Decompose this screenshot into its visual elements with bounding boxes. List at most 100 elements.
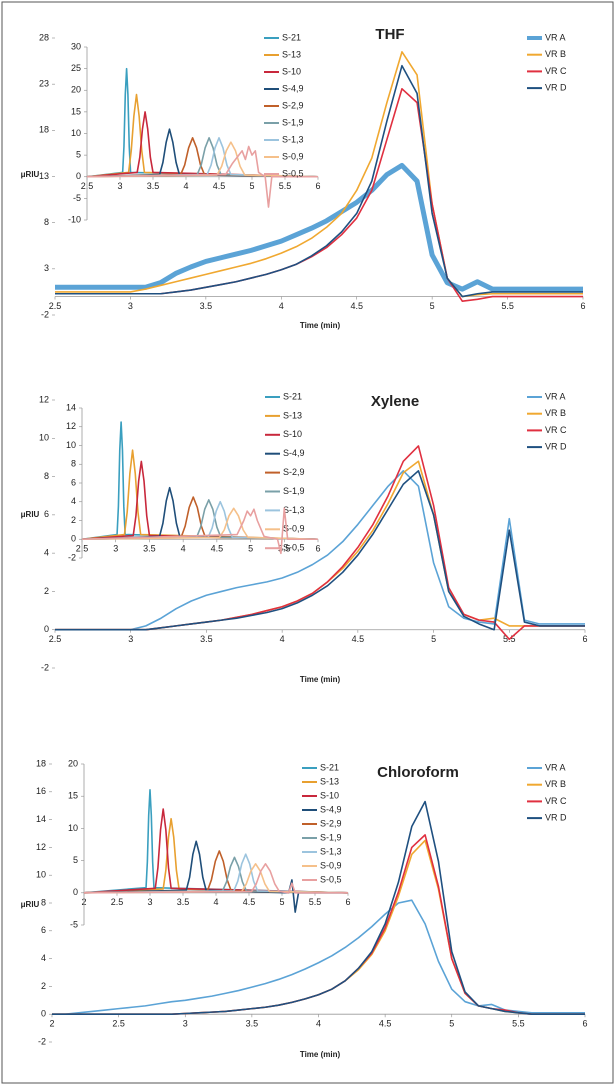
y-tick-label: 15 [71, 106, 81, 116]
series-line [81, 421, 319, 541]
x-tick-label: 4 [279, 301, 284, 311]
x-tick-label: 6 [580, 301, 585, 311]
series-line [83, 808, 349, 894]
series-line [86, 93, 319, 178]
legend-label: S-1,9 [283, 486, 305, 496]
y-tick-label: -10 [68, 214, 81, 224]
y-tick-label: 12 [39, 394, 49, 404]
x-tick-label: 5 [248, 544, 253, 554]
x-tick-label: 5.5 [501, 301, 514, 311]
series-line [86, 111, 319, 178]
series-line [83, 788, 349, 894]
x-tick-label: 4 [181, 544, 186, 554]
x-tick-label: 6 [315, 544, 320, 554]
y-tick-label: 0 [41, 1009, 46, 1019]
x-tick-label: 5.5 [278, 544, 291, 554]
x-tick-label: 4 [280, 634, 285, 644]
y-tick-label: 4 [71, 496, 76, 506]
y-tick-label: 14 [36, 814, 46, 824]
y-tick-label: 6 [44, 509, 49, 519]
x-tick-label: 3.5 [200, 634, 213, 644]
series-line [81, 486, 319, 541]
y-tick-label: 2 [44, 586, 49, 596]
legend-label: VR C [545, 425, 567, 435]
x-tick-label: 3.5 [147, 181, 160, 191]
x-tick-label: 3.5 [143, 544, 156, 554]
x-tick-label: 2.5 [112, 1019, 125, 1029]
chart-title: Xylene [371, 393, 419, 410]
legend-label: S-2,9 [320, 818, 342, 828]
x-tick-label: 5 [430, 301, 435, 311]
legend-label: S-13 [320, 776, 339, 786]
y-tick-label: 0 [44, 624, 49, 634]
y-tick-label: 0 [73, 887, 78, 897]
legend-label: S-10 [320, 790, 339, 800]
series-line [55, 470, 585, 631]
series-line [81, 460, 319, 541]
x-tick-label: 2.5 [49, 634, 62, 644]
legend-label: VR D [545, 441, 567, 451]
legend-label: S-10 [283, 429, 302, 439]
x-tick-label: 5.5 [279, 181, 292, 191]
legend-label: VR C [545, 66, 567, 76]
x-tick-label: 6 [315, 181, 320, 191]
legend-label: S-0,9 [320, 860, 342, 870]
x-tick-label: 3 [183, 1019, 188, 1029]
x-tick-label: 3 [117, 181, 122, 191]
series-line [83, 853, 349, 894]
series-line [83, 850, 349, 894]
series-line [81, 449, 319, 541]
legend-label: S-0,9 [282, 151, 304, 161]
x-tick-label: 5 [249, 181, 254, 191]
y-tick-label: -2 [41, 662, 49, 672]
x-axis-label: Time (min) [300, 675, 341, 684]
x-tick-label: 5.5 [309, 897, 322, 907]
y-tick-label: 15 [68, 791, 78, 801]
x-tick-label: 6 [582, 1019, 587, 1029]
y-tick-label: 13 [39, 171, 49, 181]
x-tick-label: 4.5 [211, 544, 224, 554]
y-tick-label: 12 [36, 842, 46, 852]
series-line [83, 863, 349, 894]
y-tick-label: -2 [68, 552, 76, 562]
y-tick-label: 18 [36, 758, 46, 768]
x-axis-label: Time (min) [300, 321, 341, 330]
x-tick-label: 5 [449, 1019, 454, 1029]
legend-label: VR B [545, 779, 566, 789]
y-axis-label: μRIU [21, 170, 40, 179]
legend-label: S-1,3 [320, 846, 342, 856]
y-tick-label: 10 [71, 128, 81, 138]
legend-label: S-1,9 [282, 117, 304, 127]
legend-label: S-0,9 [283, 524, 305, 534]
y-tick-label: 30 [71, 41, 81, 51]
y-tick-label: 2 [41, 981, 46, 991]
y-tick-label: 6 [71, 477, 76, 487]
series-line [83, 863, 348, 894]
legend-label: S-4,9 [282, 83, 304, 93]
legend-label: S-4,9 [283, 448, 305, 458]
y-tick-label: 23 [39, 79, 49, 89]
y-tick-label: 12 [66, 421, 76, 431]
x-tick-label: 5.5 [512, 1019, 525, 1029]
series-line [81, 496, 319, 541]
x-tick-label: 2.5 [49, 301, 62, 311]
x-tick-label: 5 [279, 897, 284, 907]
y-tick-label: -2 [41, 309, 49, 319]
x-tick-label: 4.5 [243, 897, 256, 907]
legend-label: S-2,9 [282, 100, 304, 110]
y-tick-label: 10 [39, 433, 49, 443]
x-tick-label: 3.5 [200, 301, 213, 311]
legend-label: S-21 [320, 762, 339, 772]
y-axis-label: μRIU [21, 900, 40, 909]
y-tick-label: 8 [44, 471, 49, 481]
chart-title: THF [375, 26, 404, 43]
y-tick-label: -2 [38, 1036, 46, 1046]
x-tick-label: 3 [113, 544, 118, 554]
y-tick-label: 0 [76, 171, 81, 181]
x-tick-label: 6 [582, 634, 587, 644]
x-tick-label: 3 [128, 634, 133, 644]
y-tick-label: 20 [68, 758, 78, 768]
x-tick-label: 5 [431, 634, 436, 644]
series-line [86, 137, 319, 178]
